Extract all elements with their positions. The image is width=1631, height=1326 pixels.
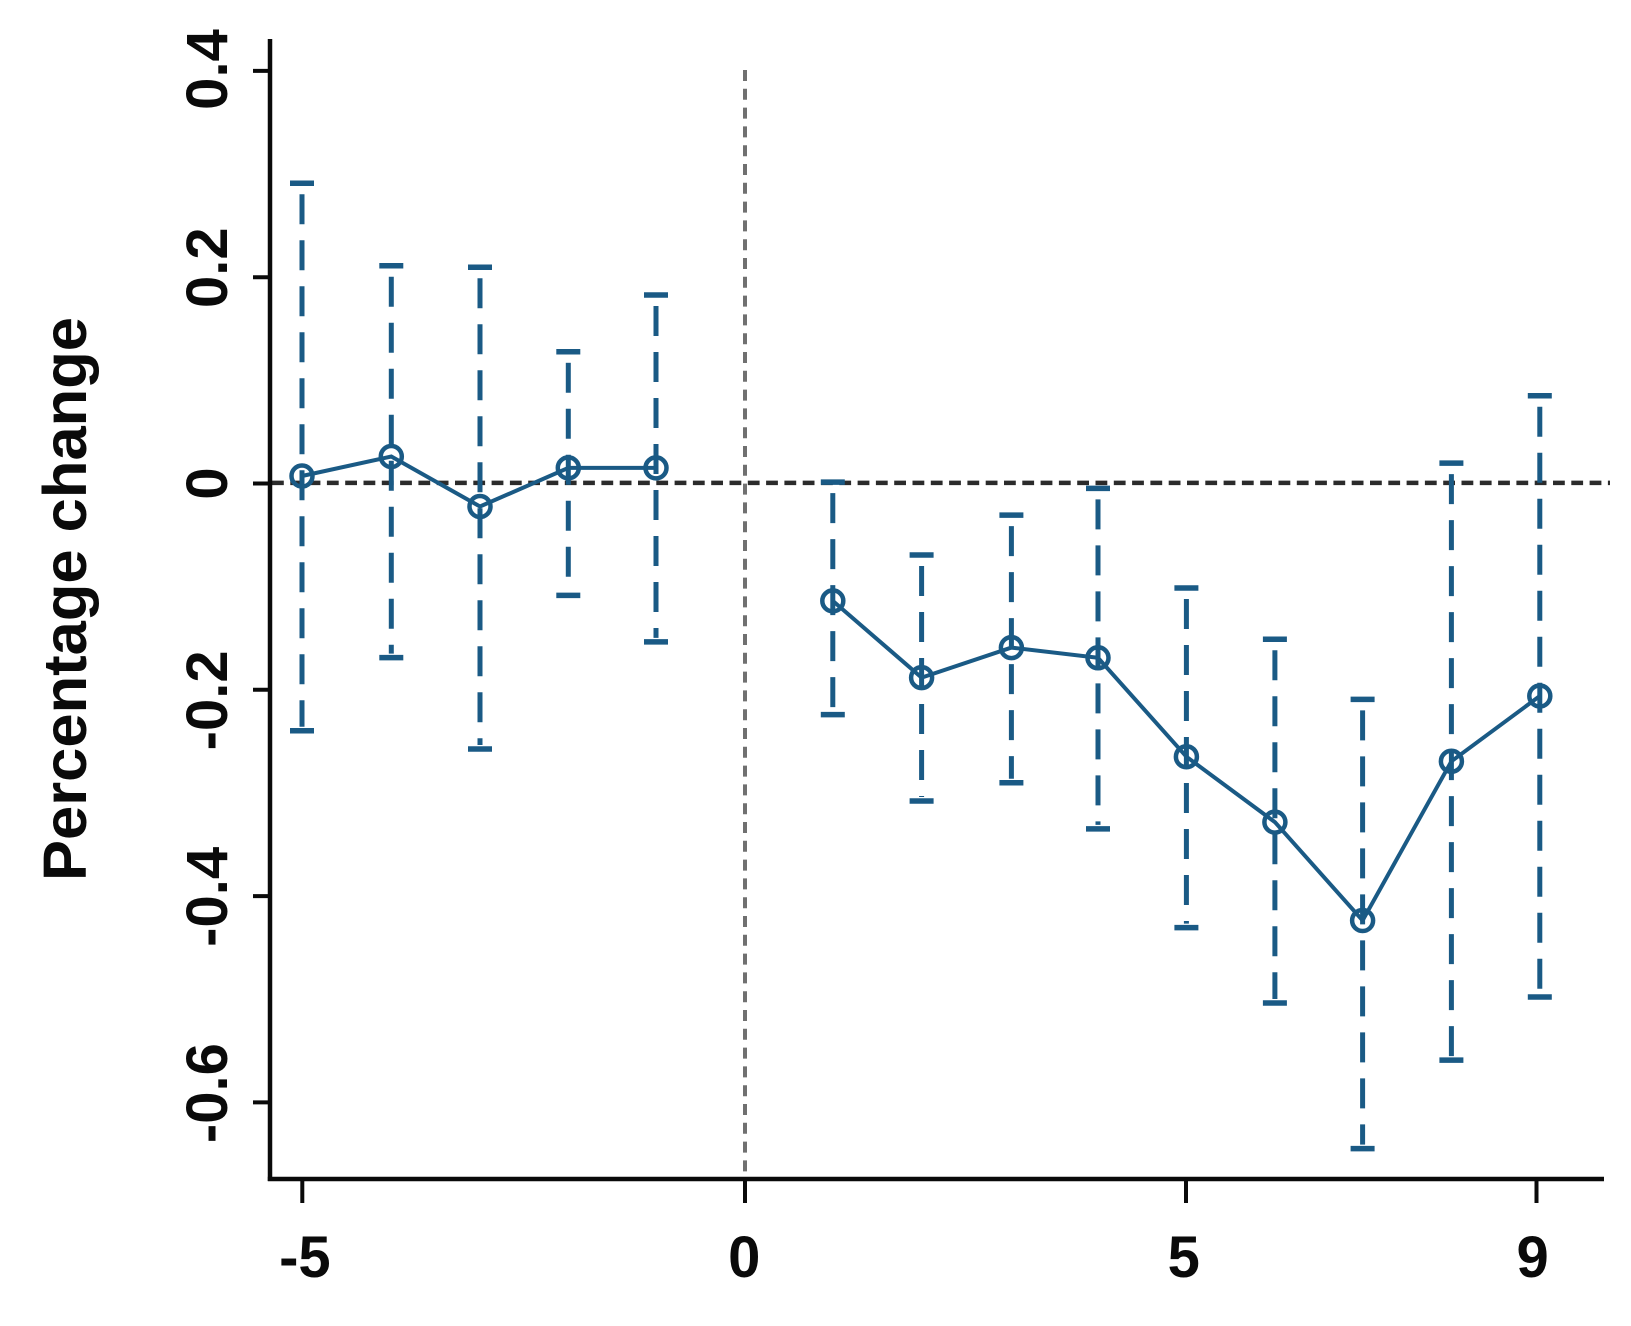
svg-text:9: 9: [1516, 1225, 1548, 1290]
svg-text:-5: -5: [279, 1225, 331, 1290]
svg-text:5: 5: [1168, 1225, 1200, 1290]
svg-text:-0.6: -0.6: [175, 1043, 240, 1143]
svg-text:0: 0: [175, 467, 240, 499]
svg-text:0.2: 0.2: [175, 227, 240, 308]
svg-text:0.4: 0.4: [175, 29, 240, 110]
svg-text:-0.4: -0.4: [175, 847, 240, 947]
svg-text:-0.2: -0.2: [175, 650, 240, 750]
svg-text:Percentage change: Percentage change: [31, 317, 100, 881]
svg-text:0: 0: [728, 1225, 760, 1290]
